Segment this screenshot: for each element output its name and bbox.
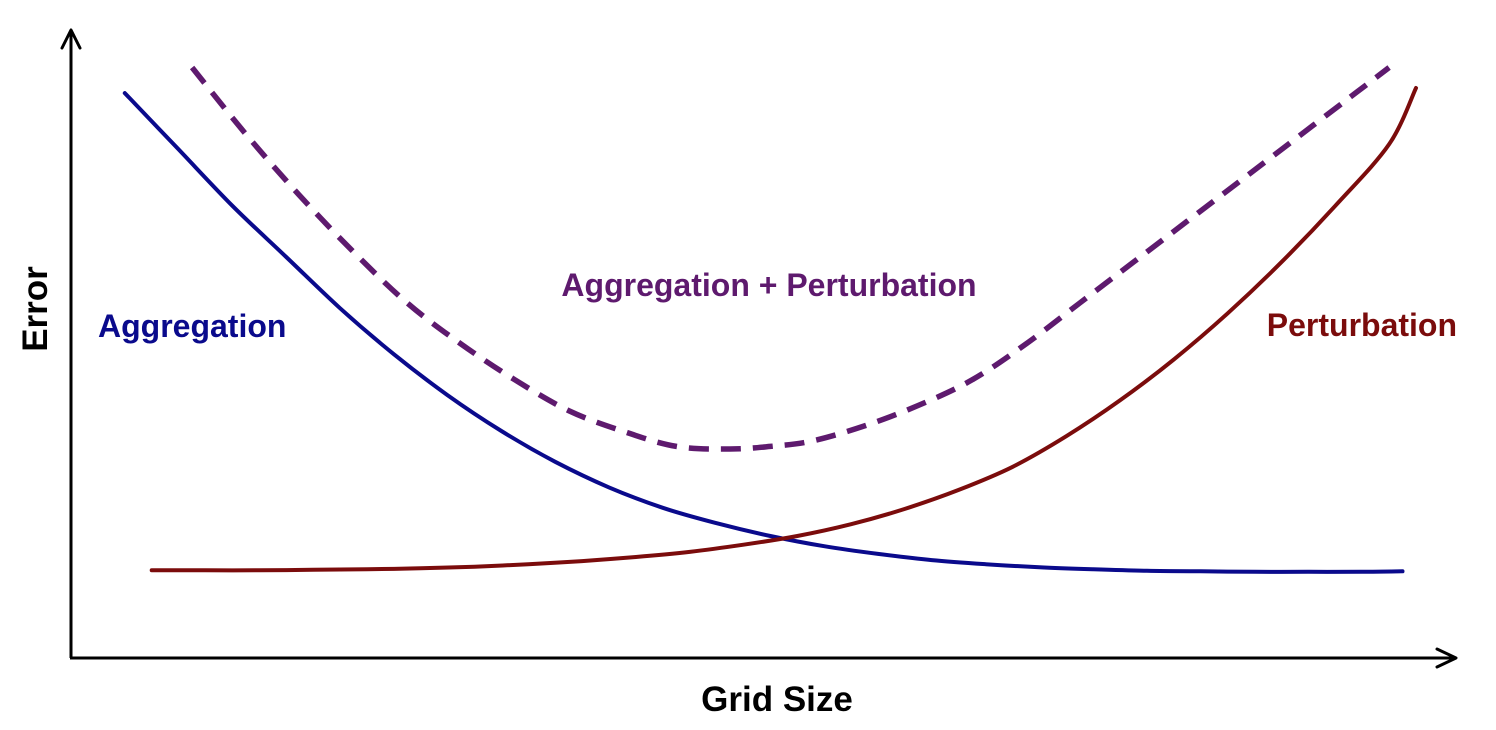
x-axis-title: Grid Size (701, 680, 853, 719)
perturbation-curve (149, 86, 1418, 573)
x-axis-arrow (1435, 647, 1458, 669)
aggregation-series-label: Aggregation (98, 308, 286, 344)
combined-curve (189, 65, 1391, 452)
aggregation-curve (122, 91, 1405, 574)
perturbation-series-label: Perturbation (1267, 307, 1457, 343)
combined-series-label: Aggregation + Perturbation (561, 267, 976, 303)
y-axis-arrow (60, 28, 82, 50)
y-axis-title: Error (16, 266, 55, 352)
curves-group (122, 65, 1418, 574)
